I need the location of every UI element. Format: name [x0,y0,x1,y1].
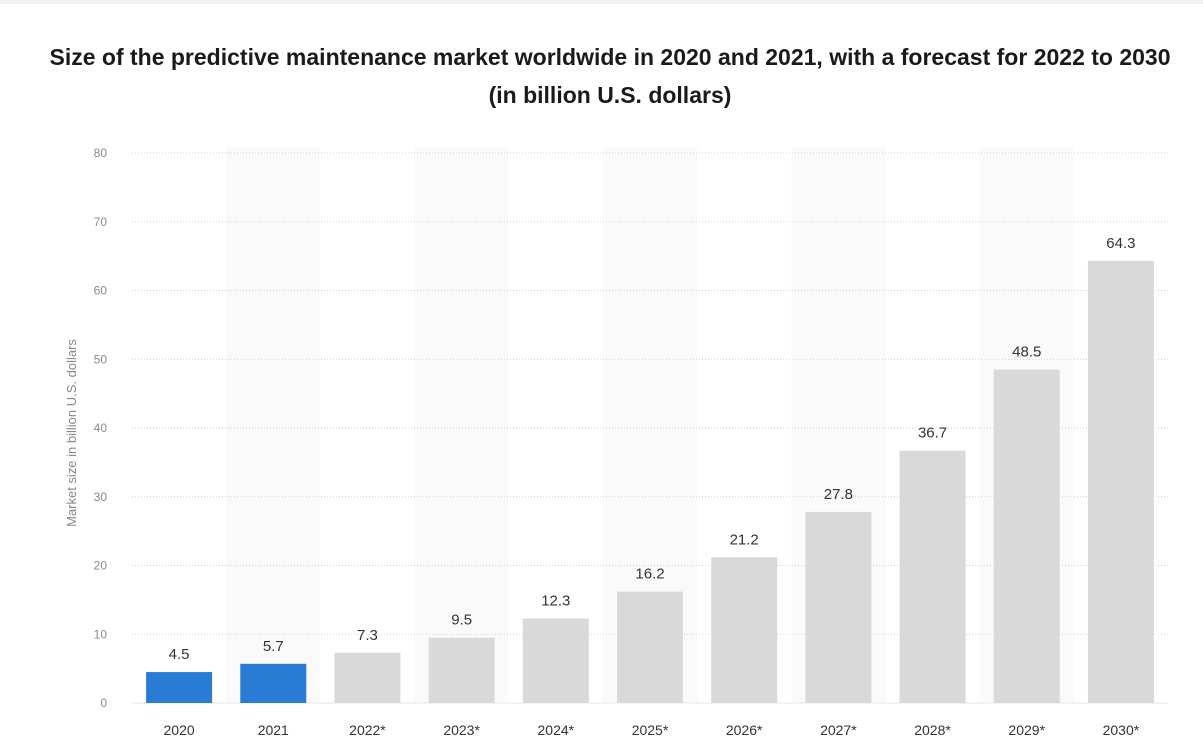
x-tick-label: 2023* [443,722,480,738]
y-tick-label: 20 [94,559,108,573]
y-tick-label: 50 [94,352,108,366]
bar[interactable] [522,618,589,703]
bar[interactable] [711,557,778,703]
bar[interactable] [334,652,401,703]
x-tick-label: 2024* [538,722,575,738]
y-tick-label: 60 [94,284,108,298]
bar[interactable] [146,672,213,703]
x-axis-labels: 2020 2021 2022* 2023* 2024* 2025* 2026* 2027* 20… [164,722,1140,738]
y-tick-label: 10 [94,627,108,641]
x-tick-label: 2020 [164,722,195,738]
y-axis-title: Market size in billion U.S. dollars [64,339,79,527]
x-tick-label: 2021 [258,722,289,738]
y-axis-ticks: 0 10 20 30 40 50 60 70 80 [94,146,108,710]
bar[interactable] [240,663,307,703]
value-label: 36.7 [918,425,947,442]
category-band [226,147,321,703]
x-tick-label: 2028* [914,722,951,738]
bar[interactable] [617,591,683,703]
x-tick-label: 2029* [1008,722,1045,738]
value-label: 12.3 [541,592,570,609]
bar[interactable] [428,637,495,703]
value-label: 27.8 [824,486,853,503]
bars [146,260,1154,703]
value-label: 16.2 [635,566,664,583]
y-tick-label: 70 [94,215,108,229]
x-tick-label: 2026* [726,722,763,738]
value-label: 7.3 [357,627,378,644]
value-label: 21.2 [730,531,759,548]
y-tick-label: 40 [94,421,108,435]
x-tick-label: 2025* [632,722,669,738]
value-label: 5.7 [263,638,284,655]
bar[interactable] [993,369,1060,703]
x-tick-label: 2030* [1103,722,1140,738]
x-tick-label: 2022* [349,722,386,738]
value-label: 64.3 [1106,235,1135,252]
value-label: 4.5 [169,646,190,663]
bar[interactable] [1087,260,1154,703]
value-label: 48.5 [1012,344,1041,361]
bar[interactable] [899,450,966,703]
value-label: 9.5 [451,612,472,629]
x-tick-label: 2027* [820,722,857,738]
y-tick-label: 0 [100,696,107,710]
value-labels: 4.5 5.7 7.3 9.5 12.3 16.2 21.2 27.8 36.7 48.5 64.3 [169,235,1136,663]
chart-title: Size of the predictive maintenance marke… [49,44,1171,108]
y-tick-label: 80 [94,146,108,160]
bar[interactable] [805,511,872,703]
y-tick-label: 30 [94,490,108,504]
category-band [414,147,509,703]
